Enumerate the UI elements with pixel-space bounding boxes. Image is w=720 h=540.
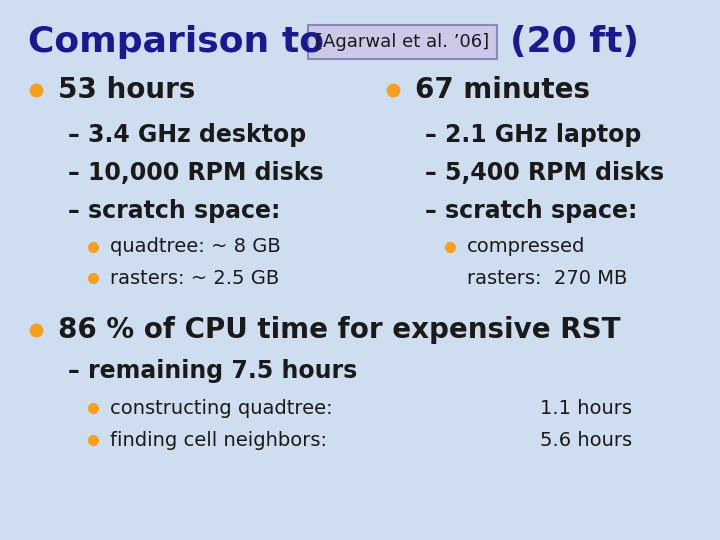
Text: (20 ft): (20 ft): [510, 25, 639, 59]
Text: – scratch space:: – scratch space:: [425, 199, 637, 223]
Text: 53 hours: 53 hours: [58, 76, 195, 104]
Text: compressed: compressed: [467, 238, 585, 256]
FancyBboxPatch shape: [308, 25, 497, 59]
Text: [Agarwal et al. ’06]: [Agarwal et al. ’06]: [316, 33, 489, 51]
Text: – 3.4 GHz desktop: – 3.4 GHz desktop: [68, 123, 306, 147]
Text: – 2.1 GHz laptop: – 2.1 GHz laptop: [425, 123, 642, 147]
Text: rasters: ~ 2.5 GB: rasters: ~ 2.5 GB: [110, 268, 279, 287]
Text: finding cell neighbors:: finding cell neighbors:: [110, 430, 327, 449]
Text: 1.1 hours: 1.1 hours: [540, 399, 632, 417]
Text: Comparison to: Comparison to: [28, 25, 324, 59]
Text: 86 % of CPU time for expensive RST: 86 % of CPU time for expensive RST: [58, 316, 621, 344]
Text: – scratch space:: – scratch space:: [68, 199, 280, 223]
Text: – 5,400 RPM disks: – 5,400 RPM disks: [425, 161, 664, 185]
Text: 67 minutes: 67 minutes: [415, 76, 590, 104]
Text: rasters:  270 MB: rasters: 270 MB: [467, 268, 627, 287]
Text: quadtree: ~ 8 GB: quadtree: ~ 8 GB: [110, 238, 281, 256]
Text: – 10,000 RPM disks: – 10,000 RPM disks: [68, 161, 323, 185]
Text: constructing quadtree:: constructing quadtree:: [110, 399, 333, 417]
Text: 5.6 hours: 5.6 hours: [540, 430, 632, 449]
Text: – remaining 7.5 hours: – remaining 7.5 hours: [68, 359, 357, 383]
